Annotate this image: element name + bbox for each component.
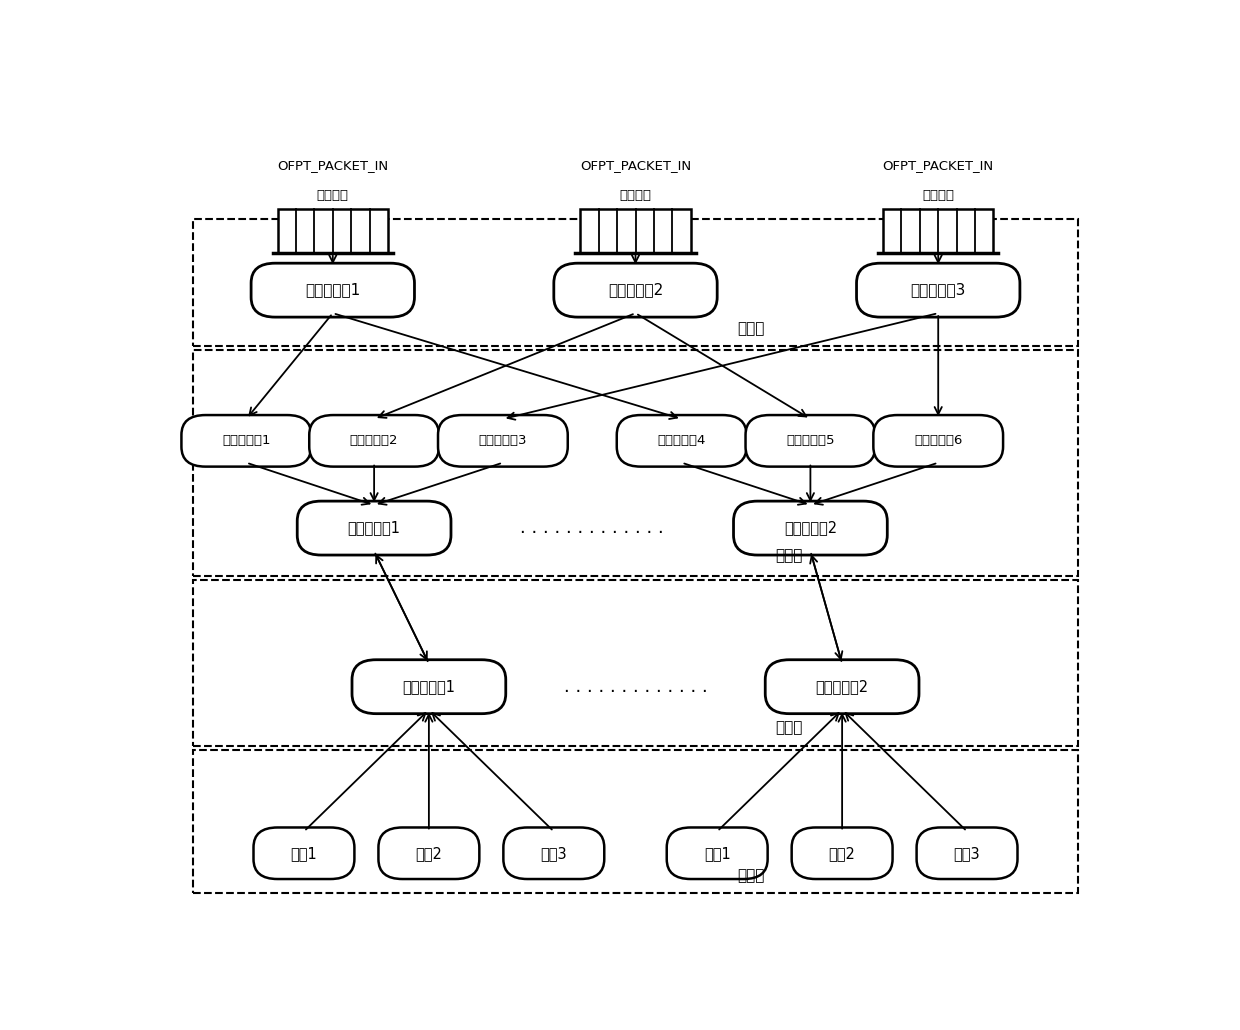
FancyBboxPatch shape	[916, 827, 1018, 879]
Text: 物理交换机2: 物理交换机2	[784, 520, 837, 536]
FancyBboxPatch shape	[250, 264, 414, 317]
Text: 虚拟交换机1: 虚拟交换机1	[222, 435, 270, 447]
Text: 主机1: 主机1	[290, 846, 317, 861]
Text: 北向控制器3: 北向控制器3	[910, 282, 966, 298]
Text: 南向交换机2: 南向交换机2	[816, 679, 869, 694]
Bar	[193, 580, 1078, 746]
Text: 主机3: 主机3	[954, 846, 981, 861]
Text: OFPT_PACKET_IN: OFPT_PACKET_IN	[883, 160, 993, 172]
Bar	[193, 218, 1078, 346]
Text: 虚拟交换机5: 虚拟交换机5	[786, 435, 835, 447]
FancyBboxPatch shape	[873, 415, 1003, 467]
FancyBboxPatch shape	[352, 660, 506, 714]
FancyBboxPatch shape	[616, 415, 746, 467]
Bar	[883, 209, 993, 253]
FancyBboxPatch shape	[503, 827, 604, 879]
Bar	[278, 209, 388, 253]
Text: 主机1: 主机1	[704, 846, 730, 861]
Text: 物理交换机1: 物理交换机1	[347, 520, 401, 536]
FancyBboxPatch shape	[667, 827, 768, 879]
Text: 消息队列: 消息队列	[316, 190, 348, 203]
Text: 北向控制器1: 北向控制器1	[305, 282, 361, 298]
FancyBboxPatch shape	[253, 827, 355, 879]
FancyBboxPatch shape	[745, 415, 875, 467]
FancyBboxPatch shape	[438, 415, 568, 467]
Text: OFPT_PACKET_IN: OFPT_PACKET_IN	[580, 160, 691, 172]
FancyBboxPatch shape	[309, 415, 439, 467]
FancyBboxPatch shape	[857, 264, 1019, 317]
Text: . . . . . . . . . . . . .: . . . . . . . . . . . . .	[564, 678, 707, 695]
FancyBboxPatch shape	[765, 660, 919, 714]
FancyBboxPatch shape	[181, 415, 311, 467]
Text: 消息队列: 消息队列	[620, 190, 651, 203]
FancyBboxPatch shape	[298, 502, 451, 555]
Text: 北向控制器2: 北向控制器2	[608, 282, 663, 298]
FancyBboxPatch shape	[791, 827, 893, 879]
Text: 消息队列: 消息队列	[923, 190, 955, 203]
Bar	[580, 209, 691, 253]
Text: 接入层: 接入层	[737, 868, 765, 883]
Text: 南向交换机1: 南向交换机1	[403, 679, 455, 694]
Text: 控制层: 控制层	[737, 320, 765, 336]
Text: OFPT_PACKET_IN: OFPT_PACKET_IN	[278, 160, 388, 172]
Text: 虚拟交换机6: 虚拟交换机6	[914, 435, 962, 447]
Text: 虚拟交换机3: 虚拟交换机3	[479, 435, 527, 447]
Text: . . . . . . . . . . . . .: . . . . . . . . . . . . .	[521, 519, 665, 537]
Text: 主机2: 主机2	[415, 846, 443, 861]
Text: 虚拟交换机2: 虚拟交换机2	[350, 435, 398, 447]
FancyBboxPatch shape	[554, 264, 717, 317]
FancyBboxPatch shape	[734, 502, 888, 555]
Text: 协调层: 协调层	[775, 548, 804, 563]
Text: 虚拟交换机4: 虚拟交换机4	[657, 435, 706, 447]
Bar	[193, 750, 1078, 893]
FancyBboxPatch shape	[378, 827, 480, 879]
Text: 主机2: 主机2	[828, 846, 856, 861]
Bar	[193, 349, 1078, 576]
Text: 主机3: 主机3	[541, 846, 567, 861]
Text: 转发层: 转发层	[775, 720, 804, 735]
